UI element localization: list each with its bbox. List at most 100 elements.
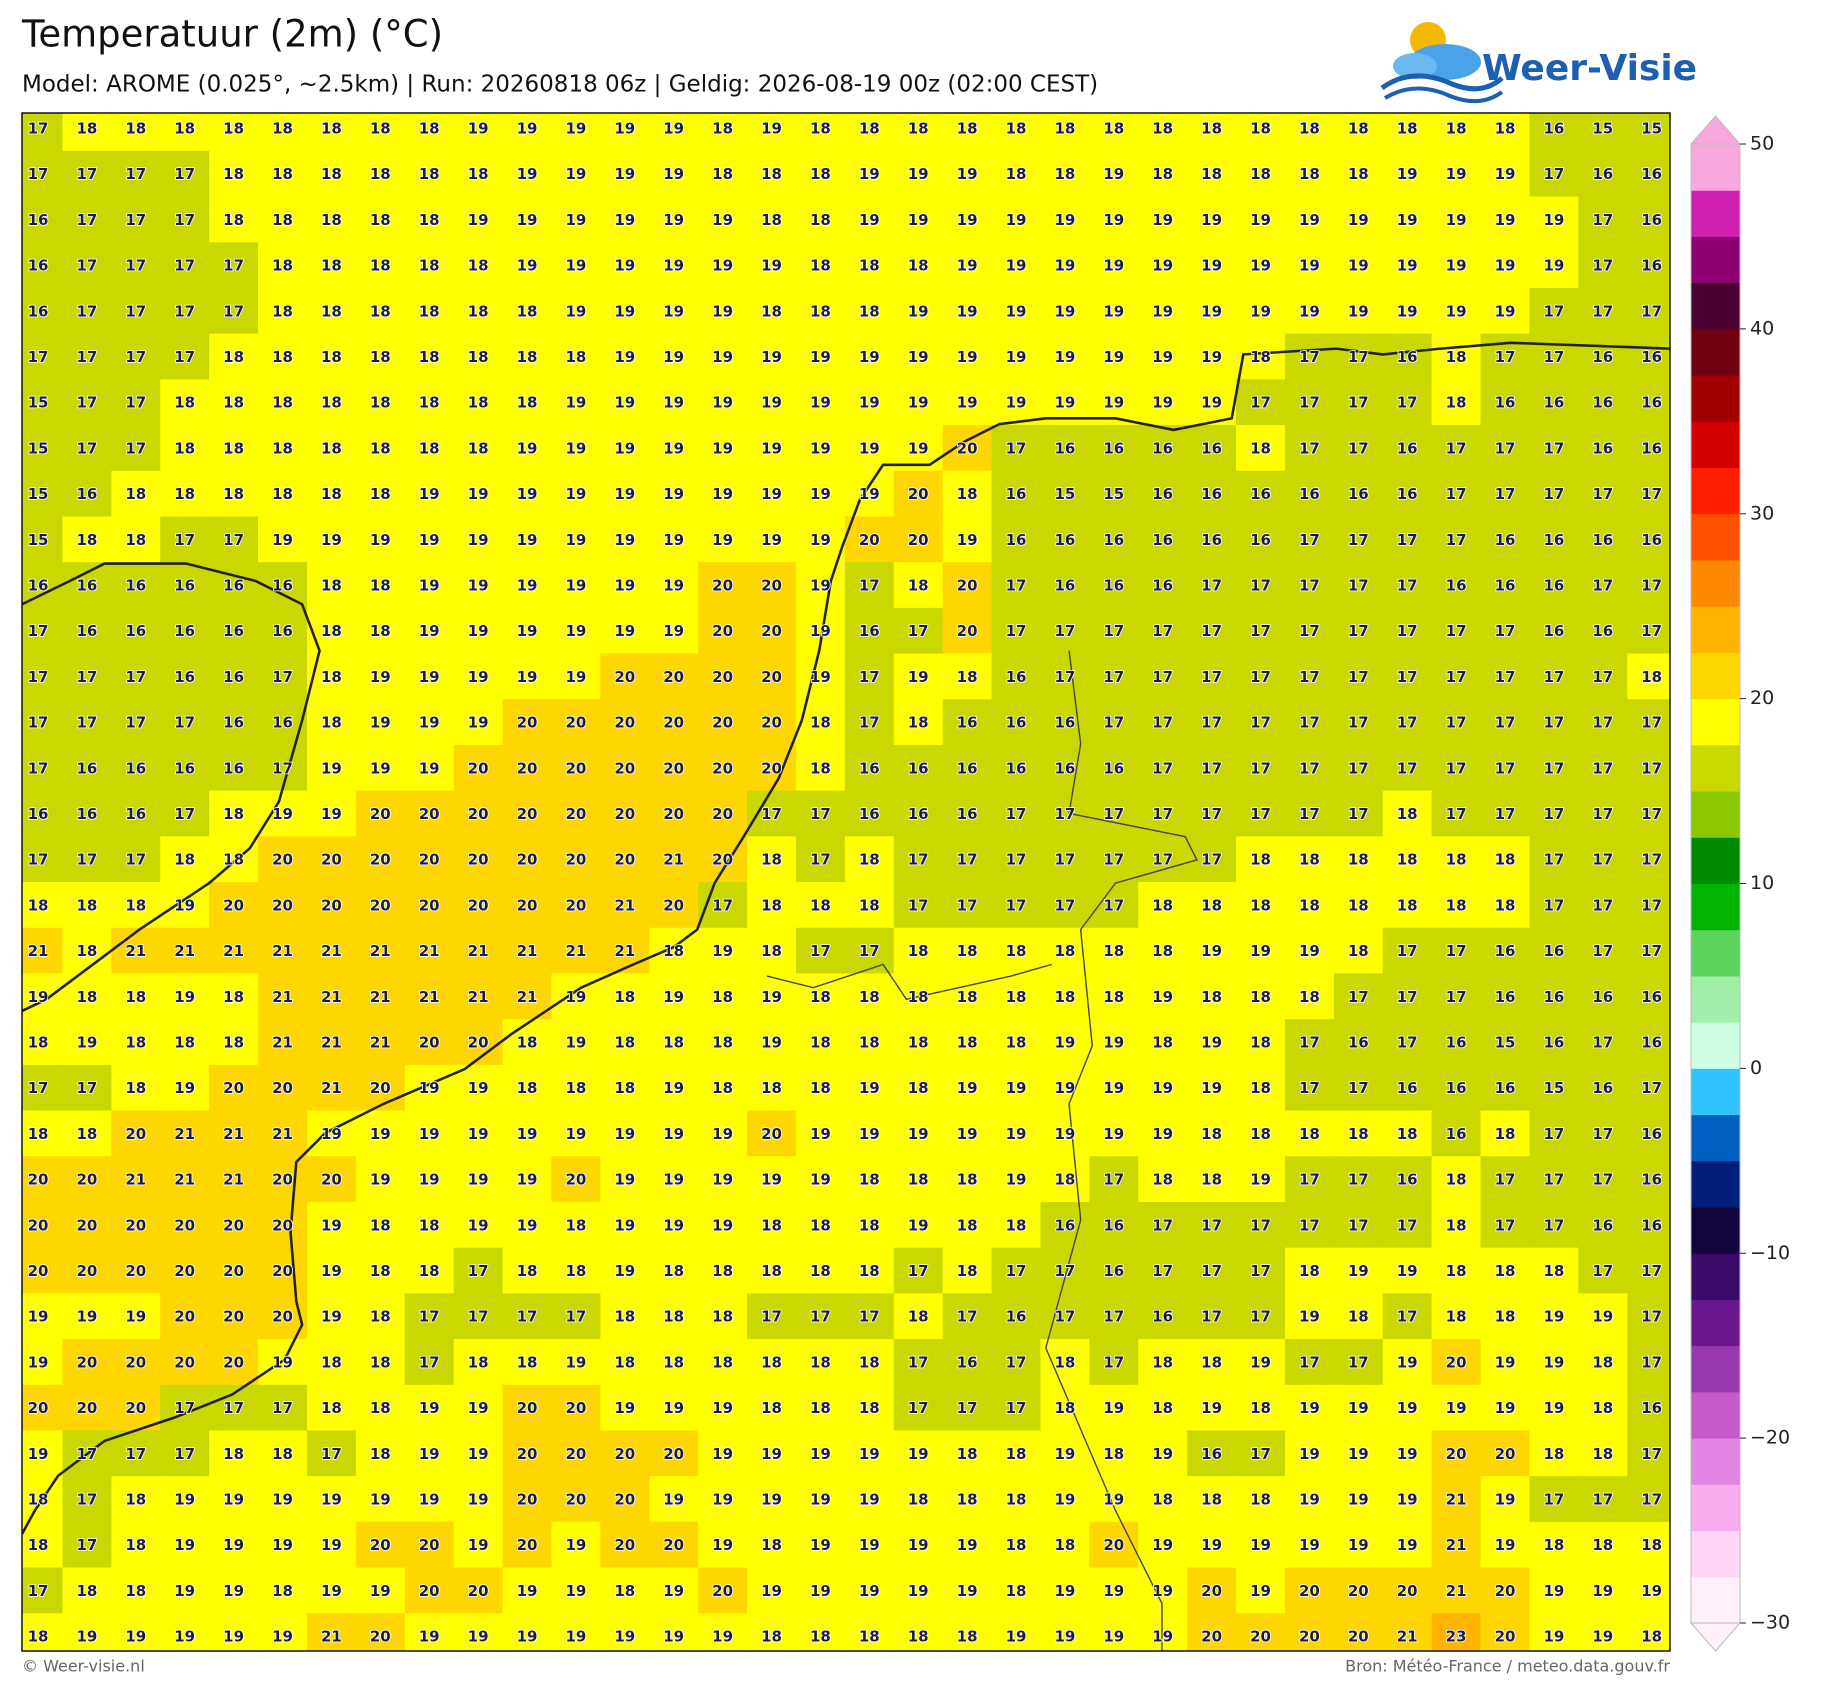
- temperature-value: 19: [1103, 1125, 1124, 1143]
- temperature-value: 19: [565, 668, 586, 686]
- temperature-cell: [22, 150, 64, 198]
- temperature-value: 19: [908, 1445, 929, 1463]
- temperature-value: 18: [663, 1353, 684, 1371]
- temperature-cell: [942, 653, 993, 700]
- temperature-cell: [502, 653, 553, 700]
- temperature-cell: [844, 790, 895, 837]
- temperature-value: 17: [174, 714, 195, 732]
- temperature-value: 19: [712, 302, 733, 320]
- temperature-cell: [1284, 1384, 1335, 1432]
- temperature-cell: [1089, 425, 1139, 472]
- temperature-cell: [1431, 562, 1482, 609]
- temperature-value: 16: [1592, 1079, 1613, 1097]
- temperature-cell: [600, 1247, 650, 1294]
- temperature-value: 16: [1641, 531, 1662, 549]
- temperature-value: 18: [908, 1628, 929, 1646]
- temperature-value: 19: [1201, 1536, 1222, 1554]
- temperature-value: 18: [223, 348, 244, 366]
- temperature-cell: [111, 1521, 161, 1569]
- temperature-value: 19: [1397, 257, 1418, 275]
- temperature-cell: [698, 973, 748, 1020]
- temperature-cell: [1089, 1064, 1139, 1112]
- temperature-value: 19: [419, 668, 440, 686]
- temperature-cell: [1529, 196, 1579, 243]
- temperature-value: 18: [761, 1216, 782, 1234]
- temperature-value: 19: [1495, 1399, 1516, 1417]
- temperature-cell: [1040, 1201, 1090, 1249]
- temperature-value: 18: [1006, 1034, 1027, 1052]
- temperature-cell: [258, 113, 308, 152]
- temperature-value: 18: [174, 851, 195, 869]
- temperature-value: 18: [1152, 165, 1173, 183]
- temperature-cell: [160, 790, 210, 837]
- temperature-value: 19: [1495, 165, 1516, 183]
- temperature-cell: [111, 333, 161, 380]
- temperature-cell: [795, 653, 846, 700]
- temperature-value: 17: [1250, 577, 1271, 595]
- temperature-cell: [1040, 653, 1090, 700]
- temperature-value: 16: [1641, 1171, 1662, 1189]
- temperature-value: 16: [1495, 531, 1516, 549]
- temperature-value: 18: [321, 302, 342, 320]
- temperature-cell: [1480, 1476, 1531, 1523]
- temperature-value: 17: [1103, 714, 1124, 732]
- temperature-cell: [453, 1430, 504, 1477]
- temperature-value: 19: [1201, 1079, 1222, 1097]
- temperature-cell: [453, 836, 504, 883]
- temperature-value: 16: [223, 714, 244, 732]
- temperature-cell: [1040, 607, 1090, 655]
- temperature-value: 17: [125, 165, 146, 183]
- temperature-value: 18: [859, 988, 880, 1006]
- temperature-cell: [551, 607, 601, 655]
- temperature-cell: [160, 470, 210, 518]
- temperature-cell: [1480, 1201, 1531, 1249]
- temperature-cell: [22, 927, 64, 975]
- temperature-cell: [1578, 973, 1628, 1020]
- colorbar-cell: [1691, 513, 1740, 561]
- temperature-cell: [795, 1110, 846, 1157]
- temperature-value: 18: [663, 1262, 684, 1280]
- temperature-cell: [453, 1339, 504, 1386]
- temperature-value: 19: [1495, 1536, 1516, 1554]
- temperature-value: 21: [174, 1171, 195, 1189]
- temperature-cell: [991, 425, 1042, 472]
- temperature-cell: [1627, 699, 1670, 746]
- temperature-value: 19: [1152, 1628, 1173, 1646]
- temperature-value: 18: [859, 1628, 880, 1646]
- temperature-cell: [404, 1201, 455, 1249]
- temperature-value: 16: [1103, 1216, 1124, 1234]
- temperature-cell: [258, 1613, 308, 1651]
- temperature-value: 19: [957, 1079, 978, 1097]
- temperature-cell: [747, 1247, 797, 1294]
- temperature-cell: [404, 1521, 455, 1569]
- temperature-value: 18: [1054, 1171, 1075, 1189]
- temperature-value: 19: [76, 1628, 97, 1646]
- temperature-value: 20: [712, 577, 733, 595]
- colorbar-cell: [1691, 1576, 1740, 1624]
- temperature-cell: [844, 287, 895, 335]
- temperature-cell: [306, 242, 357, 289]
- colorbar-cell: [1691, 1345, 1740, 1393]
- temperature-cell: [62, 1019, 112, 1066]
- logo-cloud: [1393, 53, 1437, 79]
- temperature-value: 17: [419, 1308, 440, 1326]
- temperature-value: 17: [1348, 439, 1369, 457]
- temperature-value: 19: [1348, 1536, 1369, 1554]
- temperature-value: 19: [1299, 1399, 1320, 1417]
- temperature-value: 18: [614, 1582, 635, 1600]
- temperature-value: 19: [1446, 165, 1467, 183]
- temperature-value: 18: [370, 1445, 391, 1463]
- temperature-value: 18: [321, 485, 342, 503]
- temperature-value: 18: [321, 165, 342, 183]
- temperature-cell: [1236, 1293, 1286, 1340]
- temperature-cell: [991, 562, 1042, 609]
- temperature-value: 17: [1543, 896, 1564, 914]
- temperature-cell: [502, 1384, 553, 1432]
- temperature-value: 17: [1299, 1079, 1320, 1097]
- temperature-cell: [258, 699, 308, 746]
- temperature-value: 16: [859, 759, 880, 777]
- temperature-value: 18: [272, 1582, 293, 1600]
- temperature-cell: [258, 1521, 308, 1569]
- temperature-cell: [1236, 882, 1286, 929]
- temperature-cell: [258, 1110, 308, 1157]
